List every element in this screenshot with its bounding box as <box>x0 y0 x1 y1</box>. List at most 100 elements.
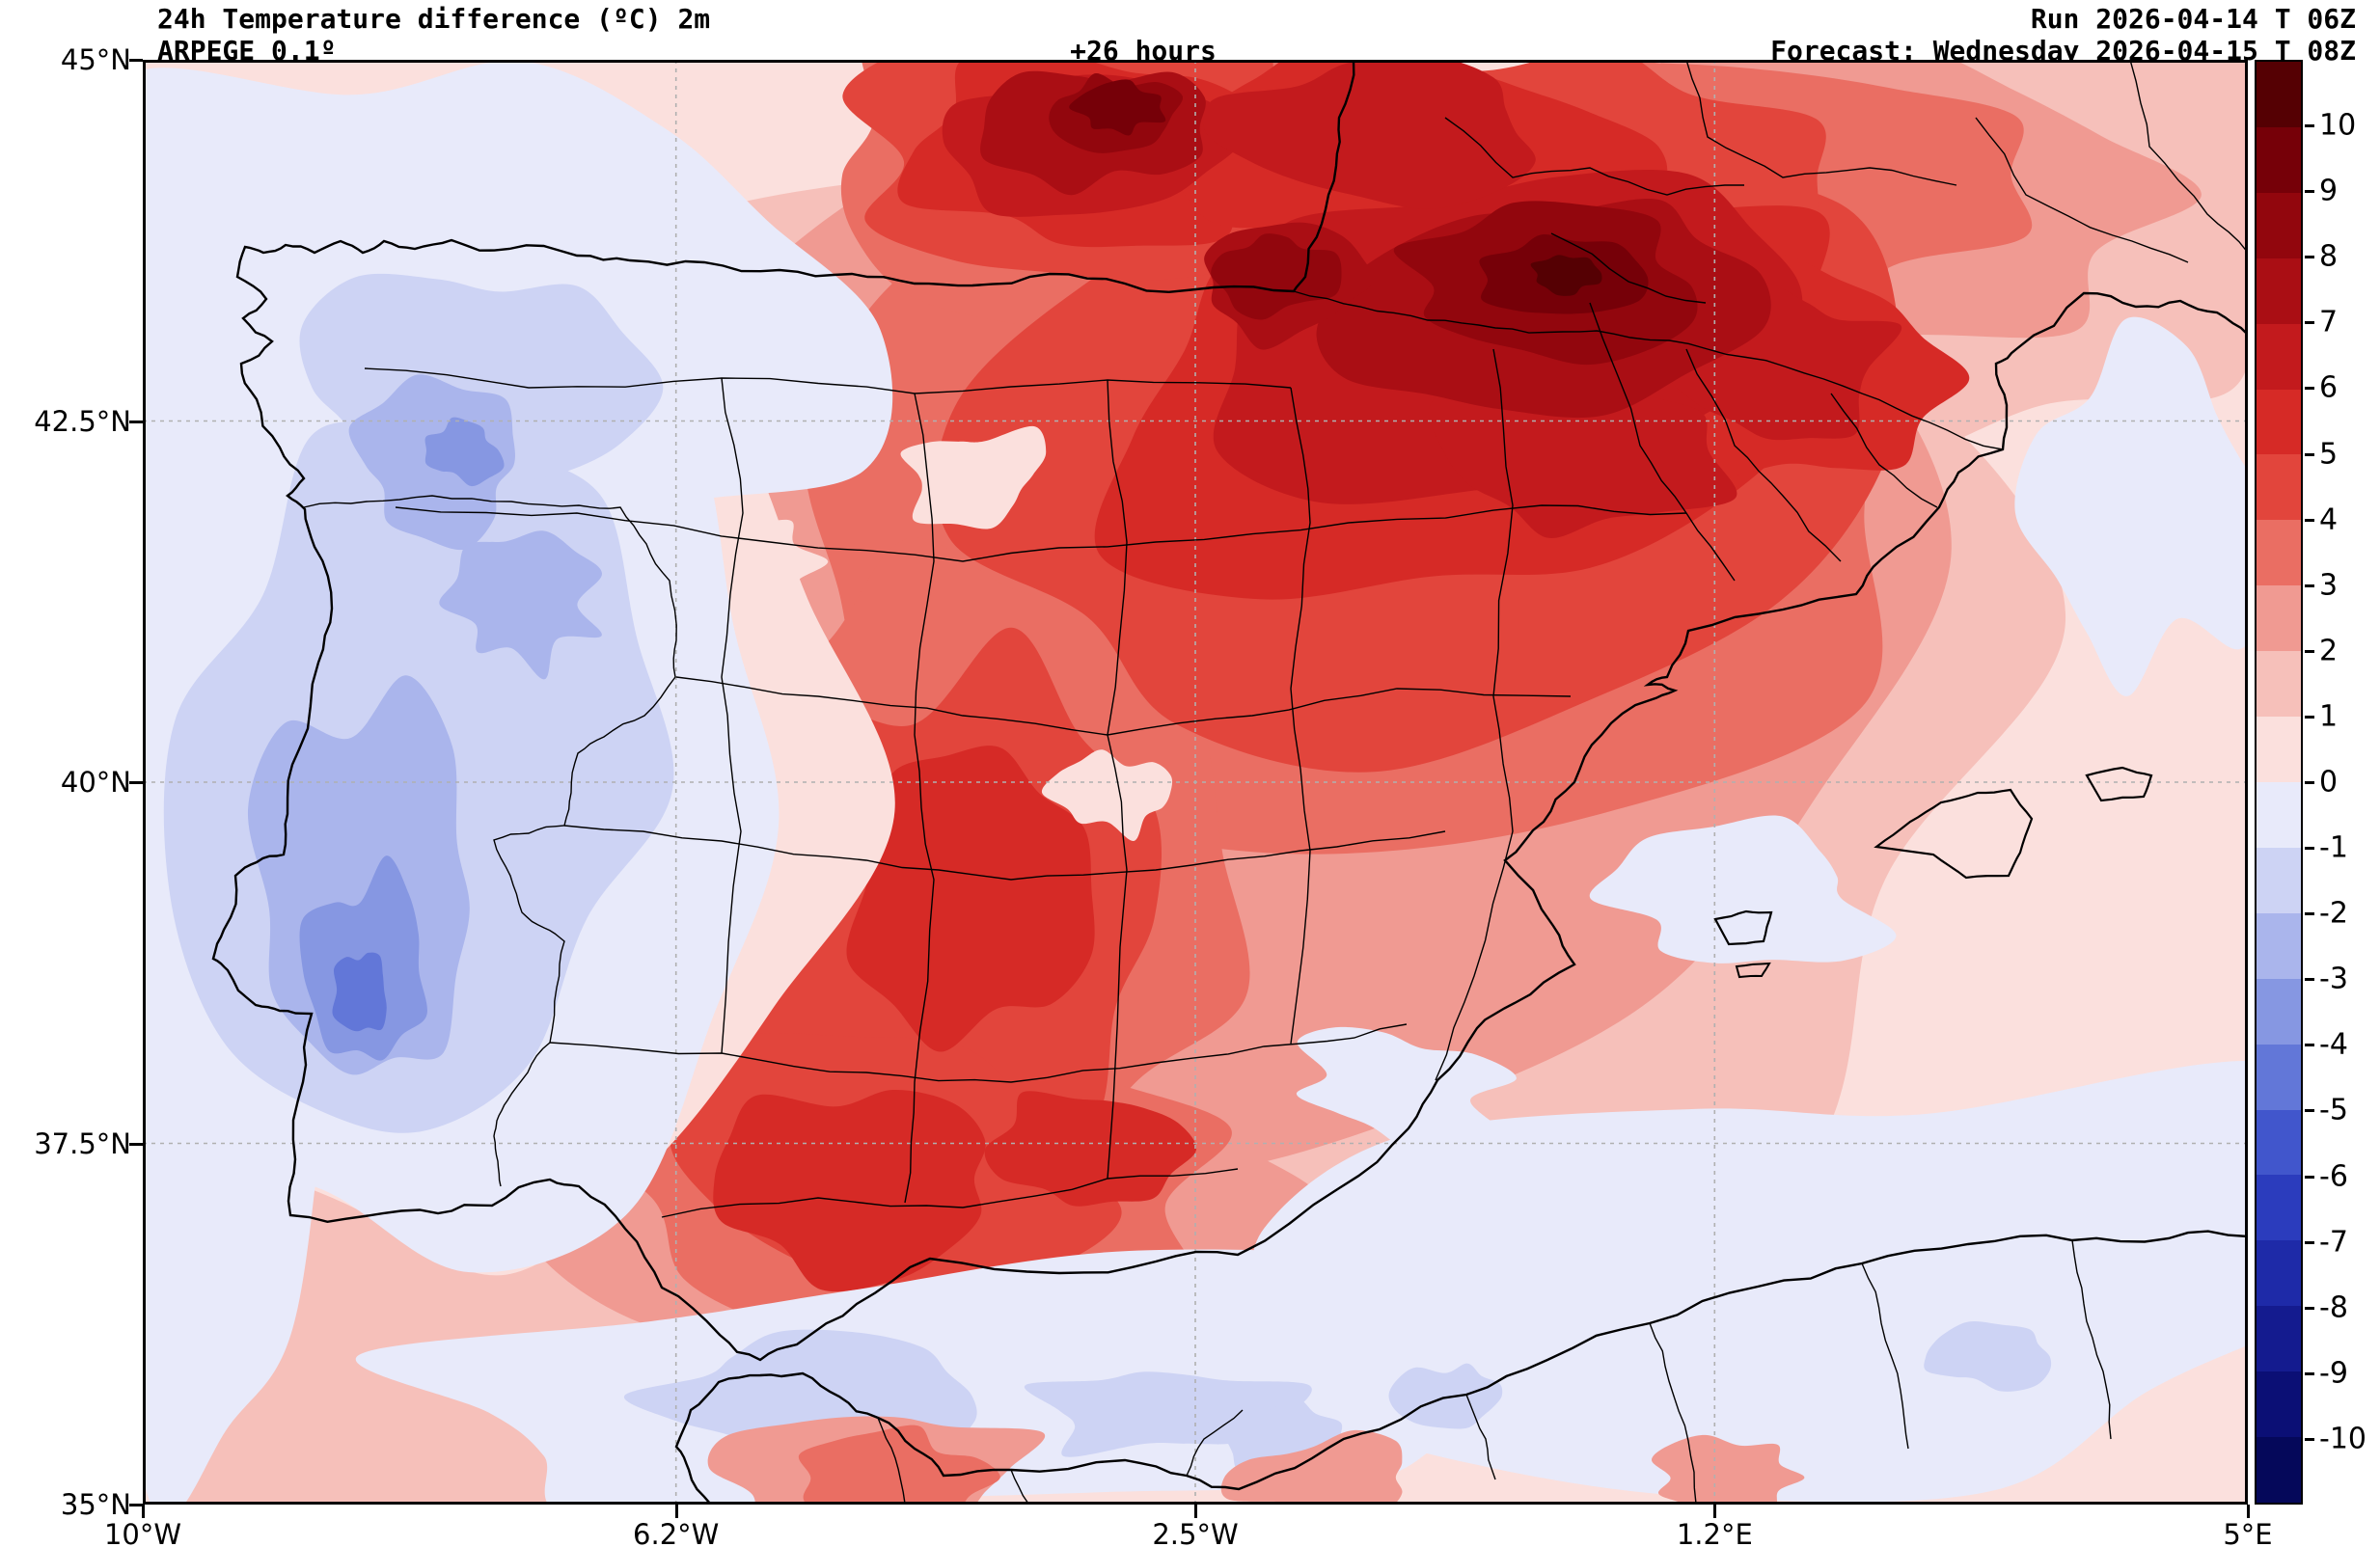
colorbar-tick-label: -7 <box>2319 1225 2348 1260</box>
lon-tick-mark <box>1194 1505 1197 1518</box>
colorbar-band <box>2257 126 2301 193</box>
colorbar-band <box>2257 62 2301 127</box>
colorbar-tick-label: 9 <box>2319 174 2339 208</box>
lon-tick-mark <box>674 1505 678 1518</box>
colorbar-band <box>2257 1240 2301 1307</box>
admin-boundary <box>1589 302 1736 582</box>
colorbar-tick-mark <box>2305 781 2314 784</box>
contour-region <box>713 1089 986 1292</box>
gridlines <box>143 60 2248 1505</box>
colorbar-tick-label: 7 <box>2319 305 2339 339</box>
colorbar <box>2255 60 2303 1505</box>
lat-tick-label: 42.5°N <box>34 404 131 438</box>
coastline-formentera <box>1735 962 1771 979</box>
colorbar-band <box>2257 1044 2301 1110</box>
colorbar-tick-mark <box>2305 1437 2314 1441</box>
contour-region <box>1041 749 1173 842</box>
admin-boundary <box>1830 393 1938 508</box>
lat-tick-label: 35°N <box>60 1488 131 1521</box>
colorbar-tick-mark <box>2305 1109 2314 1113</box>
colorbar-tick-label: 3 <box>2319 568 2339 603</box>
admin-boundary <box>1975 117 2189 263</box>
colorbar-tick-mark <box>2305 1175 2314 1179</box>
colorbar-band <box>2257 651 2301 718</box>
colorbar-tick-label: -6 <box>2319 1159 2348 1194</box>
lat-tick-label: 37.5°N <box>34 1126 131 1160</box>
colorbar-tick-label: 10 <box>2319 108 2357 143</box>
colorbar-band <box>2257 781 2301 848</box>
contour-region <box>984 1091 1197 1207</box>
admin-boundary <box>1649 1322 1697 1505</box>
admin-boundary <box>1186 1409 1244 1477</box>
chart-title: 24h Temperature difference (ºC) 2m <box>157 3 711 35</box>
colorbar-band <box>2257 1437 2301 1503</box>
admin-boundary <box>2129 60 2248 254</box>
coastline-menorca <box>2085 766 2153 802</box>
admin-boundary <box>563 825 1446 881</box>
colorbar-band <box>2257 389 2301 455</box>
colorbar-band <box>2257 847 2301 913</box>
admin-boundary <box>1685 348 1842 562</box>
colorbar-tick-label: -8 <box>2319 1290 2348 1325</box>
lon-tick-label: 6.2°W <box>633 1518 720 1547</box>
admin-boundary <box>1290 387 1311 1045</box>
colorbar-band <box>2257 258 2301 324</box>
colorbar-tick-label: -2 <box>2319 896 2348 931</box>
colorbar-tick-mark <box>2305 452 2314 456</box>
lat-tick-mark <box>129 59 143 62</box>
colorbar-band <box>2257 1109 2301 1176</box>
lat-tick-label: 45°N <box>60 43 131 76</box>
contour-region <box>332 952 387 1032</box>
contour-region <box>1924 1321 2052 1392</box>
colorbar-tick-label: 2 <box>2319 634 2339 668</box>
lat-tick-mark <box>129 420 143 423</box>
contour-region <box>1530 255 1602 296</box>
colorbar-tick-label: -9 <box>2319 1356 2348 1391</box>
admin-boundary <box>1861 1262 1909 1450</box>
admin-boundary <box>395 504 1687 562</box>
admin-boundary <box>1435 348 1514 1081</box>
colorbar-band <box>2257 1306 2301 1372</box>
contour-region <box>1296 1026 1517 1153</box>
coastlines <box>211 60 2248 1505</box>
lon-tick-mark <box>2247 1505 2250 1518</box>
colorbar-band <box>2257 978 2301 1045</box>
contour-region <box>1662 283 1902 441</box>
admin-boundary <box>1107 379 1128 1180</box>
colorbar-tick-label: 4 <box>2319 502 2339 537</box>
colorbar-tick-mark <box>2305 584 2314 587</box>
colorbar-tick-mark <box>2305 190 2314 194</box>
plot-frame <box>143 60 2248 1505</box>
lat-tick-mark <box>129 1504 143 1506</box>
colorbar-band <box>2257 912 2301 979</box>
colorbar-tick-mark <box>2305 124 2314 128</box>
colorbar-tick-mark <box>2305 1306 2314 1310</box>
lat-tick-mark <box>129 781 143 784</box>
contour-region <box>424 417 505 487</box>
colorbar-tick-mark <box>2305 715 2314 719</box>
lon-tick-label: 5°E <box>2223 1518 2273 1547</box>
coastline-iberia <box>211 60 2248 1362</box>
colorbar-tick-mark <box>2305 912 2314 916</box>
coastline-ibiza <box>1713 909 1773 946</box>
colorbar-band <box>2257 520 2301 586</box>
admin-boundary <box>1550 232 1707 304</box>
lat-tick-mark <box>129 1142 143 1146</box>
colorbar-tick-mark <box>2305 978 2314 982</box>
colorbar-tick-label: -3 <box>2319 962 2348 996</box>
contour-region <box>2014 316 2248 696</box>
lon-tick-label: 1.2°E <box>1676 1518 1753 1547</box>
lon-tick-label: 2.5°W <box>1152 1518 1239 1547</box>
admin-boundary <box>904 393 935 1204</box>
contour-region <box>1202 60 1536 209</box>
colorbar-tick-mark <box>2305 847 2314 851</box>
colorbar-band <box>2257 717 2301 782</box>
lon-tick-mark <box>1713 1505 1717 1518</box>
lon-tick-label: 10°W <box>103 1518 182 1547</box>
admin-boundary <box>1465 1394 1496 1480</box>
admin-boundary <box>661 1168 1239 1218</box>
colorbar-tick-label: -5 <box>2319 1093 2348 1127</box>
run-label: Run 2026-04-14 T 06Z <box>2030 3 2356 35</box>
coastline-north-africa <box>674 1230 2248 1505</box>
